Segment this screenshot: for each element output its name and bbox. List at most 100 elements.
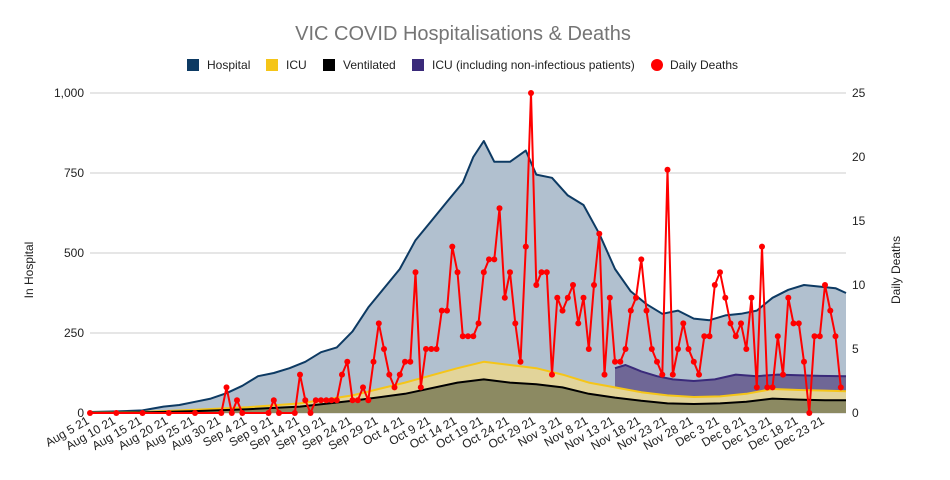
deaths-point[interactable]	[759, 243, 765, 250]
deaths-point[interactable]	[585, 346, 592, 352]
deaths-point[interactable]	[228, 410, 235, 416]
deaths-point[interactable]	[459, 333, 466, 340]
deaths-point[interactable]	[512, 320, 519, 327]
deaths-point[interactable]	[449, 243, 456, 250]
deaths-point[interactable]	[480, 269, 487, 276]
deaths-point[interactable]	[386, 371, 393, 378]
deaths-point[interactable]	[365, 397, 372, 404]
deaths-point[interactable]	[223, 384, 230, 391]
deaths-point[interactable]	[601, 371, 608, 378]
deaths-point[interactable]	[318, 397, 324, 404]
deaths-point[interactable]	[659, 371, 666, 378]
deaths-point[interactable]	[423, 346, 429, 352]
deaths-point[interactable]	[433, 346, 440, 352]
deaths-point[interactable]	[832, 333, 839, 340]
deaths-point[interactable]	[549, 371, 555, 378]
deaths-point[interactable]	[627, 307, 634, 314]
deaths-point[interactable]	[633, 294, 639, 301]
deaths-point[interactable]	[87, 410, 93, 416]
deaths-point[interactable]	[675, 346, 681, 352]
deaths-point[interactable]	[407, 358, 414, 365]
deaths-point[interactable]	[470, 333, 477, 340]
deaths-point[interactable]	[612, 358, 618, 365]
deaths-point[interactable]	[370, 358, 377, 365]
deaths-point[interactable]	[517, 358, 524, 365]
deaths-point[interactable]	[522, 243, 529, 250]
deaths-point[interactable]	[638, 256, 645, 263]
deaths-point[interactable]	[743, 346, 750, 352]
deaths-point[interactable]	[491, 256, 498, 263]
deaths-point[interactable]	[738, 320, 744, 327]
deaths-point[interactable]	[307, 410, 314, 416]
deaths-point[interactable]	[669, 371, 676, 378]
deaths-point[interactable]	[680, 320, 687, 327]
deaths-point[interactable]	[570, 282, 576, 288]
deaths-point[interactable]	[591, 282, 597, 288]
deaths-point[interactable]	[465, 333, 471, 340]
deaths-point[interactable]	[192, 410, 198, 416]
deaths-point[interactable]	[391, 384, 398, 391]
deaths-point[interactable]	[113, 410, 120, 416]
deaths-point[interactable]	[811, 333, 818, 340]
deaths-point[interactable]	[711, 282, 718, 288]
deaths-point[interactable]	[381, 346, 387, 352]
deaths-point[interactable]	[486, 256, 492, 263]
deaths-point[interactable]	[690, 358, 697, 365]
deaths-point[interactable]	[643, 307, 650, 314]
deaths-point[interactable]	[564, 294, 571, 301]
deaths-point[interactable]	[276, 410, 282, 416]
deaths-point[interactable]	[496, 205, 503, 212]
deaths-point[interactable]	[417, 384, 424, 391]
deaths-point[interactable]	[454, 269, 461, 276]
deaths-point[interactable]	[780, 371, 786, 378]
deaths-point[interactable]	[396, 371, 403, 378]
deaths-point[interactable]	[218, 410, 225, 416]
deaths-point[interactable]	[801, 358, 807, 365]
deaths-point[interactable]	[528, 90, 534, 96]
legend-item-icu[interactable]: ICU	[266, 58, 307, 72]
deaths-point[interactable]	[444, 307, 450, 314]
deaths-point[interactable]	[785, 294, 792, 301]
deaths-point[interactable]	[349, 397, 356, 404]
deaths-point[interactable]	[375, 320, 382, 327]
deaths-point[interactable]	[270, 397, 277, 404]
deaths-point[interactable]	[827, 307, 834, 314]
legend-item-icu-nonexclusive[interactable]: ICU (including non-infectious patients)	[412, 58, 635, 72]
deaths-point[interactable]	[685, 346, 692, 352]
deaths-point[interactable]	[774, 333, 781, 340]
deaths-point[interactable]	[664, 166, 671, 173]
deaths-point[interactable]	[606, 294, 613, 301]
deaths-point[interactable]	[333, 397, 340, 404]
deaths-point[interactable]	[769, 384, 776, 391]
legend-item-ventilated[interactable]: Ventilated	[323, 58, 396, 72]
deaths-point[interactable]	[748, 294, 755, 301]
deaths-point[interactable]	[265, 410, 272, 416]
deaths-point[interactable]	[234, 397, 240, 404]
deaths-point[interactable]	[717, 269, 723, 276]
deaths-point[interactable]	[291, 410, 298, 416]
deaths-point[interactable]	[323, 397, 330, 404]
deaths-point[interactable]	[507, 269, 513, 276]
deaths-point[interactable]	[596, 230, 603, 237]
deaths-point[interactable]	[412, 269, 419, 276]
deaths-point[interactable]	[764, 384, 771, 391]
deaths-point[interactable]	[575, 320, 582, 327]
deaths-point[interactable]	[239, 410, 246, 416]
deaths-point[interactable]	[559, 307, 566, 314]
deaths-point[interactable]	[696, 371, 702, 378]
deaths-point[interactable]	[753, 384, 760, 391]
deaths-point[interactable]	[339, 371, 345, 378]
deaths-point[interactable]	[822, 282, 828, 288]
deaths-point[interactable]	[402, 358, 408, 365]
deaths-point[interactable]	[580, 294, 587, 301]
deaths-point[interactable]	[727, 320, 734, 327]
deaths-point[interactable]	[701, 333, 708, 340]
deaths-point[interactable]	[538, 269, 545, 276]
deaths-point[interactable]	[533, 282, 540, 288]
deaths-point[interactable]	[543, 269, 550, 276]
deaths-point[interactable]	[297, 371, 303, 378]
deaths-point[interactable]	[732, 333, 739, 340]
deaths-point[interactable]	[806, 410, 813, 416]
deaths-point[interactable]	[554, 294, 561, 301]
deaths-point[interactable]	[428, 346, 435, 352]
